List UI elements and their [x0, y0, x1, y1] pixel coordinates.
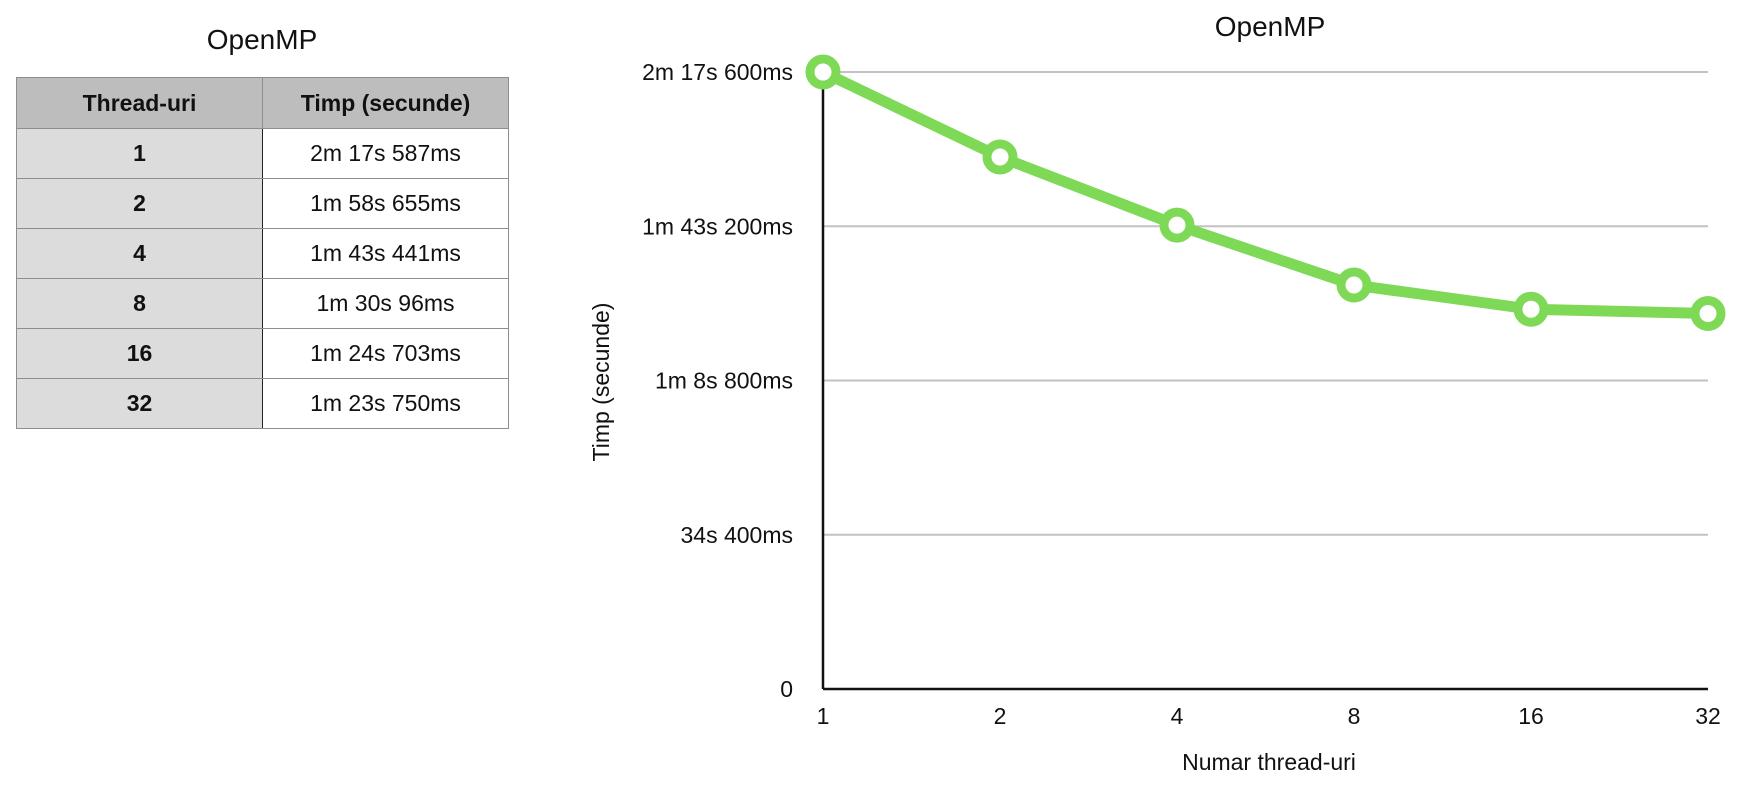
cell-time: 1m 24s 703ms — [262, 328, 509, 379]
data-table: Thread-uri Timp (secunde) 1 2m 17s 587ms… — [16, 77, 509, 429]
gridlines — [823, 71, 1708, 536]
x-tick-labels: 1 2 4 8 16 32 — [817, 703, 1721, 729]
table-row: 4 1m 43s 441ms — [16, 228, 509, 279]
cell-threads: 4 — [16, 228, 263, 279]
y-tick-label: 2m 17s 600ms — [642, 59, 793, 85]
table-title: OpenMP — [206, 24, 318, 55]
x-tick-label: 2 — [994, 703, 1007, 729]
table-row: 32 1m 23s 750ms — [16, 378, 509, 429]
data-point — [1159, 207, 1195, 243]
cell-time: 1m 58s 655ms — [262, 178, 509, 229]
axes — [821, 72, 1708, 691]
x-tick-label: 8 — [1348, 703, 1361, 729]
cell-threads: 1 — [16, 128, 263, 179]
y-tick-label: 34s 400ms — [680, 522, 793, 548]
series-line — [817, 66, 1714, 319]
table-row: 8 1m 30s 96ms — [16, 278, 509, 329]
data-point — [1336, 267, 1372, 303]
data-point — [805, 54, 841, 90]
y-tick-label: 1m 43s 200ms — [642, 213, 793, 239]
x-tick-label: 4 — [1171, 703, 1184, 729]
table-header-row: Thread-uri Timp (secunde) — [16, 77, 509, 129]
x-tick-label: 32 — [1695, 703, 1721, 729]
table-row: 16 1m 24s 703ms — [16, 328, 509, 379]
header-threads: Thread-uri — [16, 77, 263, 129]
x-tick-label: 1 — [817, 703, 830, 729]
cell-time: 1m 30s 96ms — [262, 278, 509, 329]
data-point — [982, 139, 1018, 175]
y-tick-label: 1m 8s 800ms — [655, 368, 793, 394]
cell-threads: 16 — [16, 328, 263, 379]
cell-threads: 8 — [16, 278, 263, 329]
cell-time: 2m 17s 587ms — [262, 128, 509, 179]
cell-time: 1m 43s 441ms — [262, 228, 509, 279]
chart-title: OpenMP — [1215, 11, 1326, 42]
data-point — [1690, 295, 1726, 331]
cell-threads: 32 — [16, 378, 263, 429]
cell-time: 1m 23s 750ms — [262, 378, 509, 429]
y-tick-labels: 0 34s 400ms 1m 8s 800ms 1m 43s 200ms 2m 17s … — [642, 59, 793, 702]
x-tick-label: 16 — [1518, 703, 1544, 729]
data-point — [1513, 291, 1549, 327]
series-layer — [805, 54, 1726, 331]
table-row: 1 2m 17s 587ms — [16, 128, 509, 179]
header-time: Timp (secunde) — [262, 77, 509, 129]
y-axis-label: Timp (secunde) — [588, 303, 614, 462]
x-axis-label: Numar thread-uri — [1182, 749, 1356, 775]
y-tick-label: 0 — [780, 676, 793, 702]
